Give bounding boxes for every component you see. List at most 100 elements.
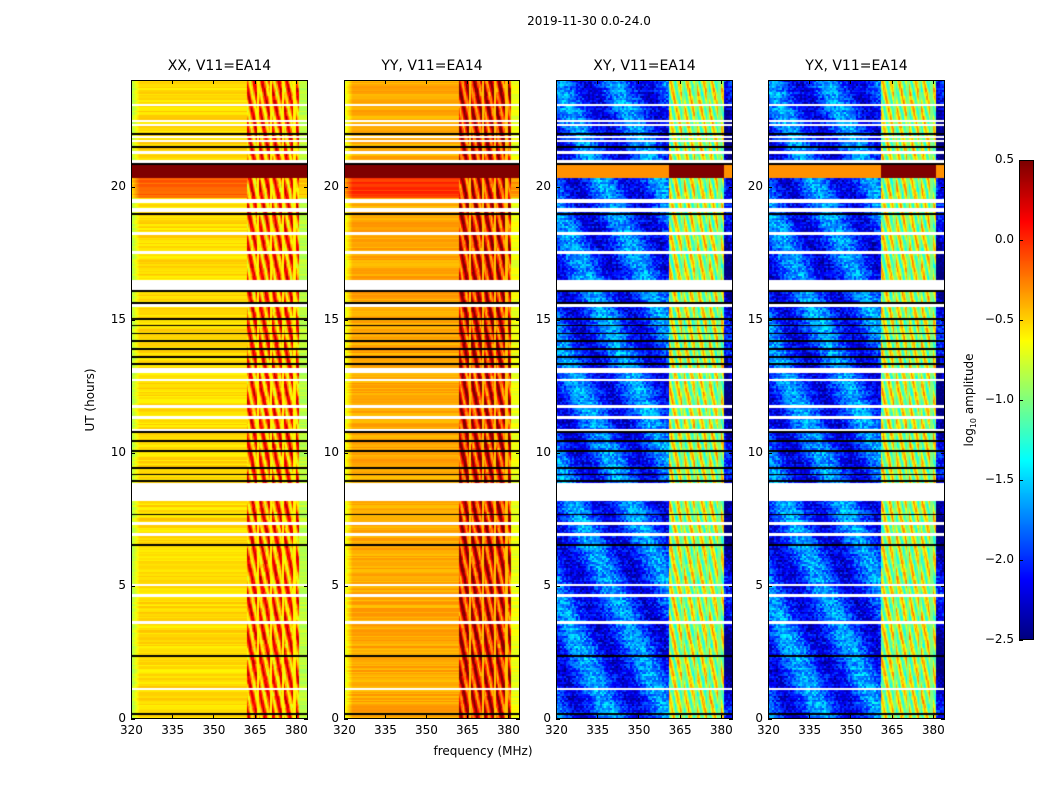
colorbar-tick-label: −2.0: [984, 552, 1014, 566]
y-tick-label: 10: [747, 444, 763, 459]
x-tick-mark: [254, 80, 256, 84]
x-tick-mark: [466, 80, 468, 84]
colorbar-tick-label: −1.0: [984, 392, 1014, 406]
x-tick-mark: [425, 715, 427, 719]
y-tick-mark: [516, 319, 520, 321]
x-tick-label: 335: [798, 723, 822, 737]
heatmap-xx: [131, 80, 308, 719]
y-tick-label: 20: [747, 178, 763, 193]
y-tick-mark: [941, 452, 945, 454]
colorbar-tick-label: −0.5: [984, 312, 1014, 326]
x-tick-mark: [809, 80, 811, 84]
y-tick-mark: [941, 186, 945, 188]
x-tick-mark: [507, 80, 509, 84]
y-tick-mark: [344, 452, 348, 454]
x-tick-mark: [295, 80, 297, 84]
y-tick-label: 20: [535, 178, 551, 193]
y-tick-label: 0: [755, 711, 763, 725]
y-tick-mark: [941, 719, 945, 720]
x-tick-mark: [425, 80, 427, 84]
x-tick-mark: [295, 715, 297, 719]
x-axis-label: frequency (MHz): [433, 744, 533, 758]
y-tick-label: 5: [543, 577, 551, 592]
y-tick-mark: [556, 719, 560, 720]
y-tick-mark: [729, 452, 733, 454]
x-tick-mark: [172, 80, 174, 84]
y-tick-mark: [768, 186, 772, 188]
panel-xx: XX, V11=EA14: [131, 58, 308, 719]
y-tick-mark: [304, 319, 308, 321]
colorbar-tick-mark: [1019, 560, 1023, 561]
colorbar-tick-mark: [1019, 320, 1023, 321]
colorbar-tick-mark: [1019, 240, 1023, 241]
panel-title: YX, V11=EA14: [805, 58, 908, 74]
x-tick-mark: [720, 80, 722, 84]
y-tick-mark: [344, 319, 348, 321]
x-tick-mark: [213, 715, 215, 719]
y-tick-mark: [304, 585, 308, 587]
y-tick-label: 15: [110, 311, 126, 326]
y-tick-mark: [131, 186, 135, 188]
y-tick-mark: [516, 585, 520, 587]
colorbar-tick-mark: [1019, 480, 1023, 481]
y-tick-label: 5: [118, 577, 126, 592]
y-tick-label: 10: [535, 444, 551, 459]
y-tick-mark: [729, 186, 733, 188]
x-tick-mark: [850, 80, 852, 84]
colorbar-tick-label: −1.5: [984, 472, 1014, 486]
y-tick-mark: [131, 319, 135, 321]
y-tick-mark: [729, 719, 733, 720]
x-tick-mark: [597, 715, 599, 719]
x-tick-label: 350: [839, 723, 863, 737]
panel-title: YY, V11=EA14: [381, 58, 483, 74]
colorbar-tick-label: 0.0: [994, 232, 1014, 246]
colorbar-tick-mark: [1019, 400, 1023, 401]
x-tick-mark: [131, 80, 132, 84]
x-tick-mark: [556, 80, 557, 84]
y-tick-mark: [344, 585, 348, 587]
x-tick-mark: [254, 715, 256, 719]
y-tick-mark: [344, 186, 348, 188]
x-tick-mark: [384, 80, 386, 84]
x-tick-mark: [172, 715, 174, 719]
y-axis-label: UT (hours): [83, 368, 97, 432]
x-tick-mark: [556, 715, 557, 719]
x-tick-mark: [891, 715, 893, 719]
y-tick-label: 5: [755, 577, 763, 592]
y-tick-mark: [556, 319, 560, 321]
y-tick-label: 15: [323, 311, 339, 326]
colorbar-label: log10 amplitude: [961, 353, 979, 447]
colorbar-tick-mark: [1019, 160, 1023, 161]
y-tick-label: 10: [323, 444, 339, 459]
y-tick-mark: [941, 319, 945, 321]
y-tick-label: 15: [535, 311, 551, 326]
x-tick-mark: [344, 80, 345, 84]
x-tick-mark: [850, 715, 852, 719]
x-tick-mark: [507, 715, 509, 719]
y-tick-mark: [304, 186, 308, 188]
x-tick-label: 365: [880, 723, 904, 737]
x-tick-mark: [679, 715, 681, 719]
y-tick-mark: [344, 719, 348, 720]
y-tick-mark: [516, 719, 520, 720]
x-tick-mark: [679, 80, 681, 84]
x-tick-label: 350: [202, 723, 226, 737]
x-tick-label: 365: [668, 723, 692, 737]
x-tick-label: 320: [757, 723, 780, 737]
y-tick-mark: [768, 452, 772, 454]
x-tick-mark: [638, 715, 640, 719]
heatmap-yx: [768, 80, 945, 719]
colorbar-tick-label: 0.5: [994, 152, 1014, 166]
colorbar-tick-mark: [1019, 640, 1023, 641]
x-tick-mark: [466, 715, 468, 719]
figure-title: 2019-11-30 0.0-24.0: [527, 14, 651, 28]
x-tick-mark: [213, 80, 215, 84]
panel-xy: XY, V11=EA14: [556, 58, 733, 719]
y-tick-label: 20: [323, 178, 339, 193]
x-tick-label: 380: [921, 723, 945, 737]
colorbar-tick-label: −2.5: [984, 632, 1014, 646]
x-tick-mark: [597, 80, 599, 84]
y-tick-mark: [768, 319, 772, 321]
x-tick-mark: [768, 715, 769, 719]
y-tick-label: 0: [118, 711, 126, 725]
